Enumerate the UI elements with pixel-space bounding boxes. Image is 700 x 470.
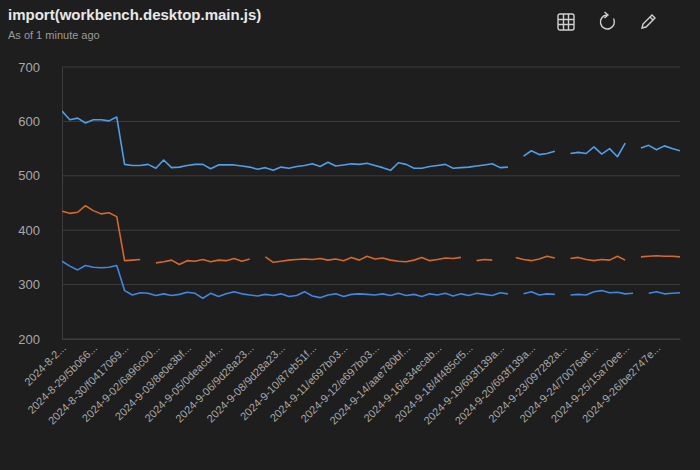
y-tick: 400: [18, 223, 62, 238]
edit-icon[interactable]: [642, 15, 655, 28]
y-tick-label: 400: [18, 223, 40, 238]
grid-line: [62, 121, 680, 122]
y-tick-label: 600: [18, 114, 40, 129]
series-line: [62, 206, 680, 265]
y-tick-label: 300: [18, 277, 40, 292]
icon-grid[interactable]: [558, 14, 574, 30]
grid: [62, 67, 680, 339]
x-axis-line: [63, 339, 681, 340]
y-tick: 500: [18, 168, 62, 183]
y-axis: 200 300 400 500 600 700: [18, 60, 62, 347]
grid-line: [62, 67, 680, 68]
toolbar: [558, 12, 655, 30]
background: [0, 0, 700, 470]
icon-arc[interactable]: [600, 15, 614, 29]
grid-line: [62, 175, 680, 176]
y-tick: 200: [18, 332, 62, 347]
series-line: [62, 111, 680, 170]
icon-frame[interactable]: [558, 14, 574, 30]
x-tick: 2024-9-26/be2747e...: [580, 339, 663, 425]
y-tick-label: 700: [18, 60, 40, 75]
y-tick: 700: [18, 60, 62, 75]
chart: import(workbench.desktop.main.js) As of 1…: [0, 0, 700, 470]
y-tick: 600: [18, 114, 62, 129]
title: import(workbench.desktop.main.js): [8, 6, 261, 23]
grid-line: [62, 230, 680, 231]
y-axis-line: [62, 68, 63, 340]
series-line: [62, 261, 680, 298]
y-tick-label: 200: [18, 332, 40, 347]
table-icon[interactable]: [558, 14, 574, 30]
x-tick-label: 2024-9-26/be2747e...: [580, 342, 663, 425]
icon-arrow[interactable]: [605, 12, 609, 18]
y-tick-label: 500: [18, 168, 40, 183]
grid-line: [62, 284, 680, 285]
y-tick: 300: [18, 277, 62, 292]
subtitle: As of 1 minute ago: [8, 29, 100, 41]
plot-area: [62, 111, 680, 298]
icon-pencil[interactable]: [642, 15, 655, 28]
x-axis: 2024-8-2...2024-8-29/5b066...2024-8-30/f…: [22, 339, 681, 427]
grid-line: [62, 339, 680, 340]
refresh-icon[interactable]: [600, 12, 614, 29]
